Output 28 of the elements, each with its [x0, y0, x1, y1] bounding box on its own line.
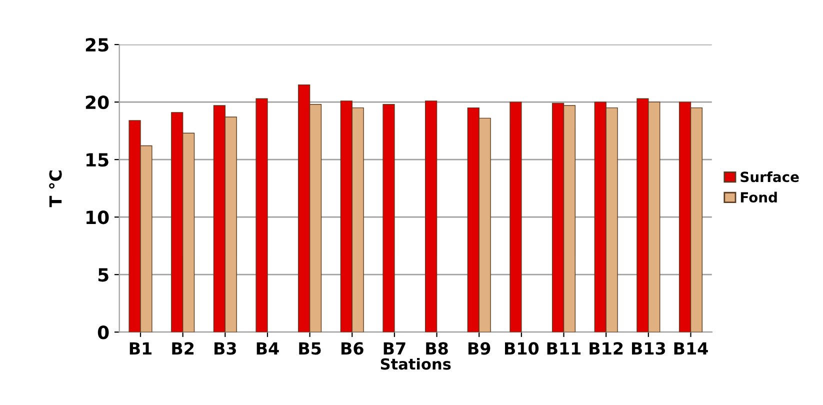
y-tick-label: 0 — [98, 326, 109, 340]
bar — [382, 104, 395, 332]
x-tick-label: B3 — [214, 342, 236, 355]
x-tick-label: B4 — [256, 342, 279, 354]
x-tick-label: B6 — [342, 342, 364, 355]
y-tick-label: 5 — [98, 268, 108, 282]
legend-label: Surface — [740, 171, 799, 182]
x-tick-label: B1 — [130, 342, 152, 354]
y-tick-label: 15 — [86, 153, 108, 167]
x-tick-label: B12 — [590, 342, 623, 354]
bar — [256, 98, 268, 332]
x-tick-label: B2 — [172, 342, 194, 354]
x-tick-label: B11 — [547, 342, 581, 354]
x-tick-label: B13 — [632, 342, 666, 355]
y-tick-label: 10 — [86, 210, 109, 224]
bar — [425, 100, 438, 332]
x-tick-label: B10 — [505, 342, 539, 355]
x-tick-label: B14 — [674, 342, 708, 354]
x-tick-label: B7 — [384, 342, 406, 354]
bar — [510, 102, 522, 332]
x-tick-label: B9 — [468, 342, 490, 355]
x-tick-label: B8 — [426, 342, 448, 355]
x-tick-label: B5 — [299, 342, 321, 355]
x-axis-title: Stations — [380, 358, 451, 370]
y-tick-label: 20 — [86, 96, 109, 110]
y-axis-title: T °C — [49, 170, 62, 208]
y-tick-label: 25 — [86, 38, 108, 52]
legend-label: Fond — [740, 192, 777, 203]
